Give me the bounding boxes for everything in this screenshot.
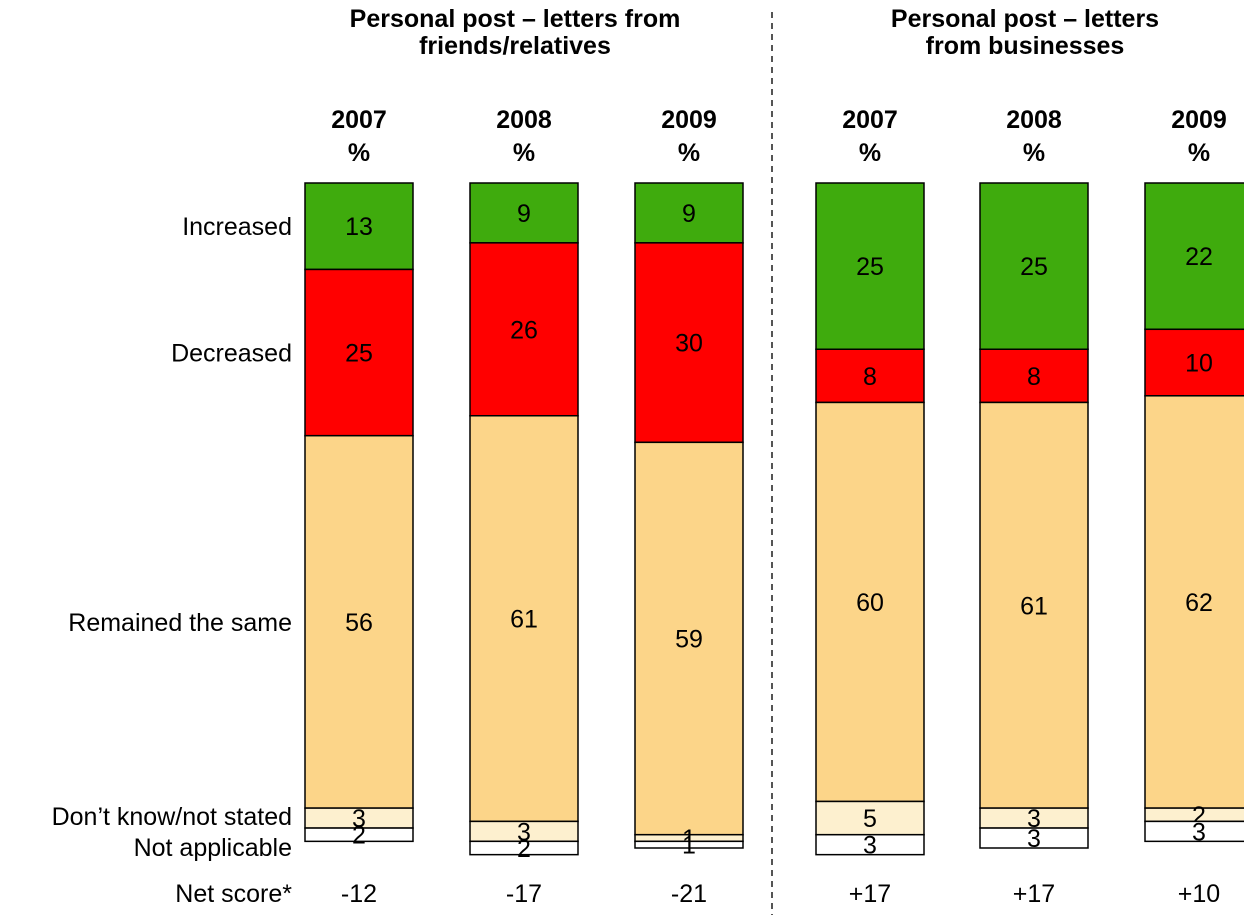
- group-title: from businesses: [926, 32, 1125, 60]
- data-label: 26: [510, 316, 538, 344]
- net-score-value: -12: [341, 880, 377, 908]
- data-label: 3: [517, 818, 531, 846]
- data-label: 25: [345, 340, 373, 368]
- net-score-value: -21: [671, 880, 707, 908]
- bar-segment: [979, 827, 1089, 849]
- net-score-value: +10: [1178, 880, 1220, 908]
- unit-label: %: [348, 139, 370, 167]
- data-label: 5: [863, 805, 877, 833]
- bar-segment: [1144, 395, 1244, 809]
- data-label: 3: [1027, 805, 1041, 833]
- group-title: Personal post – letters: [891, 5, 1159, 33]
- category-label: Remained the same: [68, 609, 292, 637]
- data-label: 62: [1185, 589, 1213, 617]
- data-label: 22: [1185, 243, 1213, 271]
- data-label: 59: [675, 626, 703, 654]
- data-label: 3: [352, 805, 366, 833]
- bar-segment: [469, 840, 579, 856]
- bar-segment: [979, 401, 1089, 809]
- bar-segment: [634, 182, 744, 244]
- bar-segment: [304, 827, 414, 843]
- bar-segment: [469, 415, 579, 823]
- year-label: 2009: [1171, 106, 1227, 134]
- category-label: Increased: [182, 213, 292, 241]
- data-label: 3: [1027, 825, 1041, 853]
- net-score-label: Net score*: [175, 880, 292, 908]
- bar-segment: [1144, 820, 1244, 843]
- data-label: 30: [675, 330, 703, 358]
- year-label: 2007: [331, 106, 387, 134]
- data-label: 2: [352, 822, 366, 850]
- data-label: 9: [682, 200, 696, 228]
- bar-segment: [815, 833, 925, 856]
- year-label: 2008: [1006, 106, 1062, 134]
- data-label: 61: [1020, 592, 1048, 620]
- group-title: friends/relatives: [419, 32, 611, 60]
- category-label: Don’t know/not stated: [52, 803, 292, 831]
- category-label: Decreased: [171, 340, 292, 368]
- unit-label: %: [1023, 139, 1045, 167]
- data-label: 56: [345, 609, 373, 637]
- unit-label: %: [513, 139, 535, 167]
- bar-segment: [979, 348, 1089, 404]
- unit-label: %: [1188, 139, 1210, 167]
- bar-segment: [469, 242, 579, 417]
- bar-segment: [304, 182, 414, 271]
- bar-segment: [634, 840, 744, 849]
- data-label: 8: [1027, 363, 1041, 391]
- unit-label: %: [678, 139, 700, 167]
- bar-segment: [815, 800, 925, 836]
- category-label: Not applicable: [134, 834, 292, 862]
- year-label: 2007: [842, 106, 898, 134]
- bar-segment: [815, 182, 925, 350]
- data-label: 61: [510, 606, 538, 634]
- net-score-value: +17: [849, 880, 891, 908]
- group-title: Personal post – letters from: [350, 5, 681, 33]
- bar-segment: [634, 441, 744, 836]
- data-label: 10: [1185, 350, 1213, 378]
- data-label: 13: [345, 213, 373, 241]
- bar-segment: [304, 268, 414, 437]
- data-label: 3: [863, 832, 877, 860]
- year-label: 2008: [496, 106, 552, 134]
- year-label: 2009: [661, 106, 717, 134]
- data-label: 3: [1192, 818, 1206, 846]
- data-label: 9: [517, 200, 531, 228]
- data-label: 25: [1020, 253, 1048, 281]
- bar-segment: [979, 182, 1089, 350]
- bar-segment: [815, 348, 925, 404]
- unit-label: %: [859, 139, 881, 167]
- data-label: 2: [517, 835, 531, 863]
- net-score-value: -17: [506, 880, 542, 908]
- bar-segment: [1144, 182, 1244, 331]
- data-label: 25: [856, 253, 884, 281]
- net-score-value: +17: [1013, 880, 1055, 908]
- bar-segment: [815, 401, 925, 803]
- data-label: 60: [856, 589, 884, 617]
- data-label: 8: [863, 363, 877, 391]
- data-label: 1: [682, 832, 696, 860]
- bar-segment: [469, 182, 579, 244]
